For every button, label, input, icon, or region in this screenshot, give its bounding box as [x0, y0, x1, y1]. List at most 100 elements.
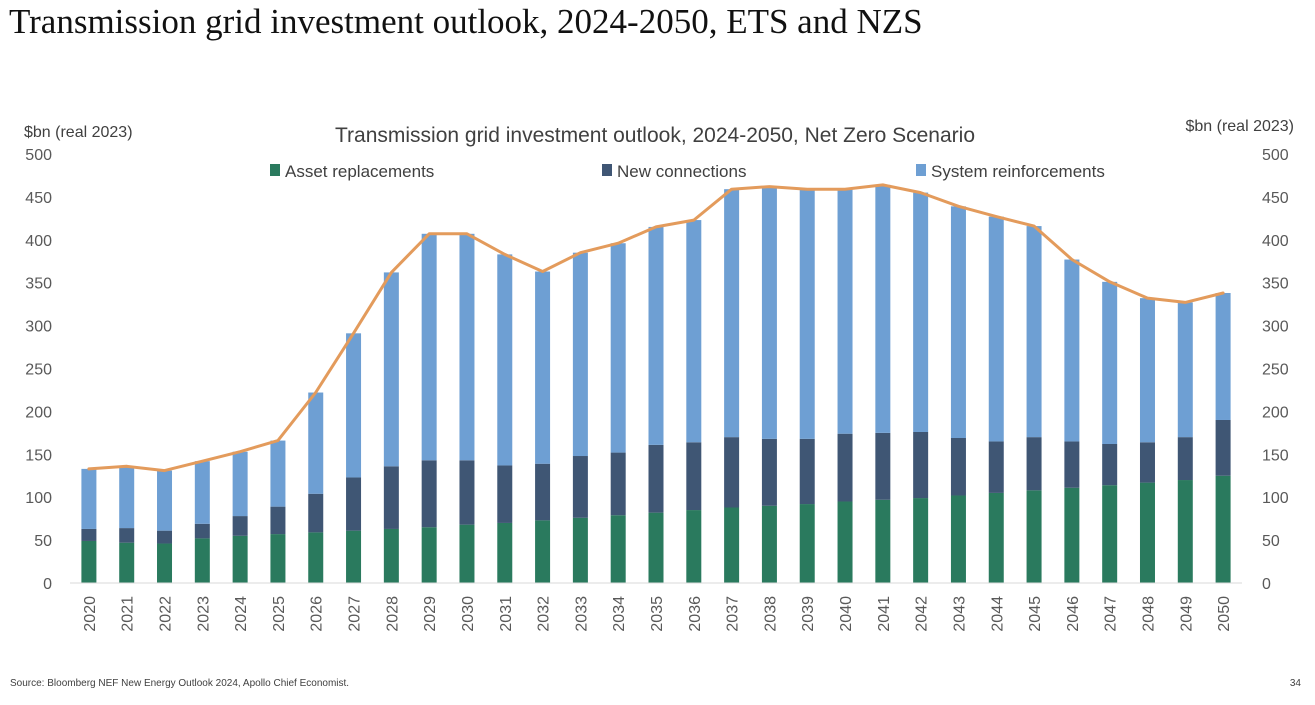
- x-axis: 2020 2021 2022 2023 2024 2025 2026 2027 2028 2029…: [70, 582, 1242, 632]
- bar-system-reinforcements: [194, 461, 210, 524]
- bar-system-reinforcements: [497, 254, 513, 466]
- bar-new-connections: [724, 437, 740, 508]
- legend: Asset replacements New connections System …: [270, 162, 1105, 181]
- x-tick-label: 2050: [1216, 596, 1233, 632]
- y-tick-label-right: 500: [1262, 147, 1289, 164]
- legend-label: System reinforcements: [931, 162, 1105, 181]
- x-tick-label: 2025: [271, 596, 288, 632]
- bar-asset-replacements: [950, 495, 966, 583]
- bar-system-reinforcements: [610, 243, 626, 453]
- y-tick-label-left: 400: [25, 233, 52, 250]
- bar-system-reinforcements: [799, 189, 815, 439]
- bar-asset-replacements: [194, 538, 210, 583]
- bar-asset-replacements: [421, 527, 437, 583]
- y-tick-label-left: 250: [25, 362, 52, 379]
- y-tick-label-left: 450: [25, 190, 52, 207]
- bar-new-connections: [1026, 437, 1042, 491]
- x-tick-label: 2043: [951, 596, 968, 632]
- y-tick-label-right: 400: [1262, 233, 1289, 250]
- y-tick-label-left: 50: [34, 533, 52, 550]
- y-tick-label-right: 200: [1262, 404, 1289, 421]
- bar-asset-replacements: [648, 512, 664, 583]
- bar-system-reinforcements: [1177, 302, 1193, 438]
- bar-new-connections: [1064, 441, 1080, 488]
- bar-new-connections: [81, 528, 97, 541]
- x-tick-label: 2034: [611, 596, 628, 632]
- bar-new-connections: [610, 452, 626, 516]
- bar-system-reinforcements: [1102, 281, 1118, 445]
- bar-asset-replacements: [459, 524, 475, 583]
- x-tick-label: 2041: [876, 596, 893, 632]
- bar-system-reinforcements: [421, 233, 437, 461]
- bar-new-connections: [1215, 419, 1231, 476]
- x-tick-label: 2046: [1065, 596, 1082, 632]
- x-tick-label: 2024: [233, 596, 250, 632]
- bar-asset-replacements: [1064, 487, 1080, 583]
- bar-system-reinforcements: [459, 233, 475, 461]
- bar-new-connections: [119, 528, 135, 543]
- x-tick-label: 2021: [120, 596, 137, 632]
- bar-new-connections: [761, 438, 777, 506]
- x-tick-label: 2030: [460, 596, 477, 632]
- bar-system-reinforcements: [270, 440, 286, 507]
- page-number: 34: [1289, 678, 1301, 689]
- bar-asset-replacements: [383, 528, 399, 583]
- x-tick-label: 2047: [1103, 596, 1120, 632]
- bar-new-connections: [421, 460, 437, 528]
- y-tick-label-right: 450: [1262, 190, 1289, 207]
- bar-new-connections: [497, 465, 513, 523]
- legend-swatch: [916, 164, 926, 176]
- bar-asset-replacements: [913, 498, 929, 583]
- x-tick-label: 2033: [573, 596, 590, 632]
- bar-system-reinforcements: [232, 451, 248, 517]
- bar-asset-replacements: [724, 507, 740, 583]
- bar-asset-replacements: [346, 530, 362, 583]
- bar-asset-replacements: [1026, 490, 1042, 583]
- x-tick-label: 2022: [158, 596, 175, 632]
- bar-asset-replacements: [119, 542, 135, 583]
- chart-title: Transmission grid investment outlook, 20…: [335, 124, 975, 147]
- bar-system-reinforcements: [346, 333, 362, 478]
- x-tick-label: 2040: [838, 596, 855, 632]
- source-note: Source: Bloomberg NEF New Energy Outlook…: [10, 678, 350, 689]
- bar-system-reinforcements: [535, 271, 551, 464]
- bar-new-connections: [686, 442, 702, 511]
- y-tick-label-left: 100: [25, 490, 52, 507]
- bar-new-connections: [346, 477, 362, 531]
- x-tick-label: 2049: [1178, 596, 1195, 632]
- bar-new-connections: [232, 516, 248, 536]
- bar-system-reinforcements: [875, 184, 891, 433]
- x-tick-label: 2044: [989, 596, 1006, 632]
- bar-new-connections: [157, 530, 173, 544]
- legend-label: Asset replacements: [285, 162, 434, 181]
- y-axes: 0 0 50 50 100 100 150 150 200 200 250 250 300 300 350 3…: [25, 147, 1289, 593]
- bar-new-connections: [648, 444, 664, 513]
- bar-asset-replacements: [761, 505, 777, 583]
- x-tick-label: 2031: [498, 596, 515, 632]
- y-tick-label-left: 150: [25, 447, 52, 464]
- x-tick-label: 2035: [649, 596, 666, 632]
- y-tick-label-right: 150: [1262, 447, 1289, 464]
- bar-asset-replacements: [1139, 482, 1155, 583]
- x-tick-label: 2037: [725, 596, 742, 632]
- bar-system-reinforcements: [81, 468, 97, 529]
- bar-asset-replacements: [270, 534, 286, 583]
- x-tick-label: 2027: [347, 596, 364, 632]
- bar-asset-replacements: [875, 499, 891, 583]
- x-tick-label: 2036: [687, 596, 704, 632]
- bar-asset-replacements: [837, 501, 853, 583]
- legend-swatch: [270, 164, 280, 176]
- bar-asset-replacements: [572, 517, 588, 583]
- bar-new-connections: [875, 432, 891, 500]
- y-tick-label-left: 500: [25, 147, 52, 164]
- y-tick-label-left: 200: [25, 404, 52, 421]
- bar-system-reinforcements: [119, 466, 135, 529]
- y-axis-label-left: $bn (real 2023): [24, 124, 133, 141]
- x-tick-label: 2038: [762, 596, 779, 632]
- y-tick-label-right: 250: [1262, 362, 1289, 379]
- x-tick-label: 2026: [309, 596, 326, 632]
- x-tick-label: 2029: [422, 596, 439, 632]
- bar-new-connections: [799, 438, 815, 505]
- y-tick-label-left: 300: [25, 319, 52, 336]
- bar-system-reinforcements: [1064, 259, 1080, 442]
